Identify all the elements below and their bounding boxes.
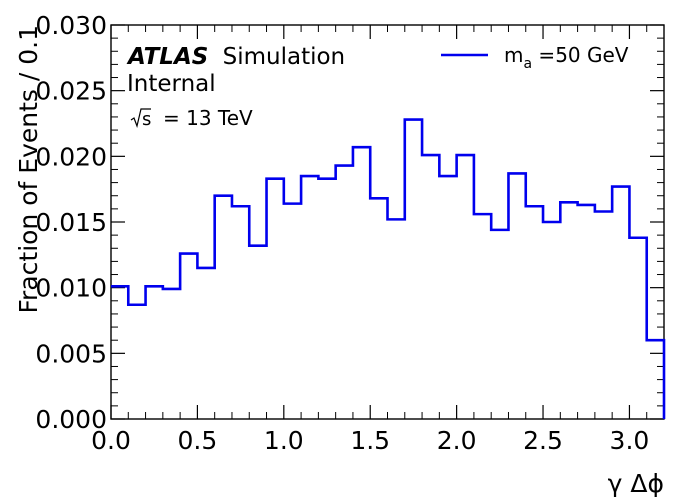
energy-annotation: s = 13 TeV bbox=[130, 106, 253, 130]
y-tick-label: 0.005 bbox=[35, 339, 107, 368]
minor-ticks bbox=[111, 25, 665, 419]
y-tick-label: 0.030 bbox=[35, 11, 107, 40]
major-ticks bbox=[110, 24, 664, 420]
atlas-label: ATLAS Simulation bbox=[126, 44, 345, 70]
x-tick-label: 2.5 bbox=[523, 426, 563, 455]
experiment-name: ATLAS bbox=[126, 44, 208, 70]
histogram-series-line bbox=[111, 118, 666, 419]
y-tick-label: 0.010 bbox=[35, 274, 107, 303]
y-tick-labels: 0.000 0.005 0.010 0.015 0.020 0.025 0.030 bbox=[35, 11, 107, 434]
legend-label: ma =50 GeV bbox=[504, 43, 629, 72]
x-tick-label: 0.0 bbox=[91, 426, 131, 455]
legend-label-main: m bbox=[504, 43, 523, 67]
y-tick-label: 0.000 bbox=[35, 405, 107, 434]
legend-label-rest: =50 GeV bbox=[532, 43, 629, 67]
y-tick-label: 0.025 bbox=[35, 77, 107, 106]
energy-symbol: s bbox=[142, 109, 151, 130]
x-tick-label: 1.5 bbox=[350, 426, 390, 455]
x-tick-label: 3.0 bbox=[610, 426, 650, 455]
x-tick-label: 0.5 bbox=[178, 426, 218, 455]
y-tick-label: 0.015 bbox=[35, 208, 107, 237]
x-tick-labels: 0.0 0.5 1.0 1.5 2.0 2.5 3.0 bbox=[91, 426, 649, 455]
y-axis-label: Fraction of Events / 0.1 bbox=[14, 25, 43, 314]
energy-value: = 13 TeV bbox=[163, 106, 253, 130]
x-tick-label: 2.0 bbox=[437, 426, 477, 455]
legend-label-sub: a bbox=[523, 56, 532, 72]
legend: ma =50 GeV bbox=[441, 43, 629, 72]
experiment-tag: Simulation bbox=[223, 44, 346, 70]
sqrt-symbol bbox=[130, 108, 151, 129]
x-tick-label: 1.0 bbox=[264, 426, 304, 455]
x-axis-label: γ Δϕ bbox=[608, 469, 664, 498]
y-tick-label: 0.020 bbox=[35, 142, 107, 171]
status-label: Internal bbox=[127, 71, 216, 97]
